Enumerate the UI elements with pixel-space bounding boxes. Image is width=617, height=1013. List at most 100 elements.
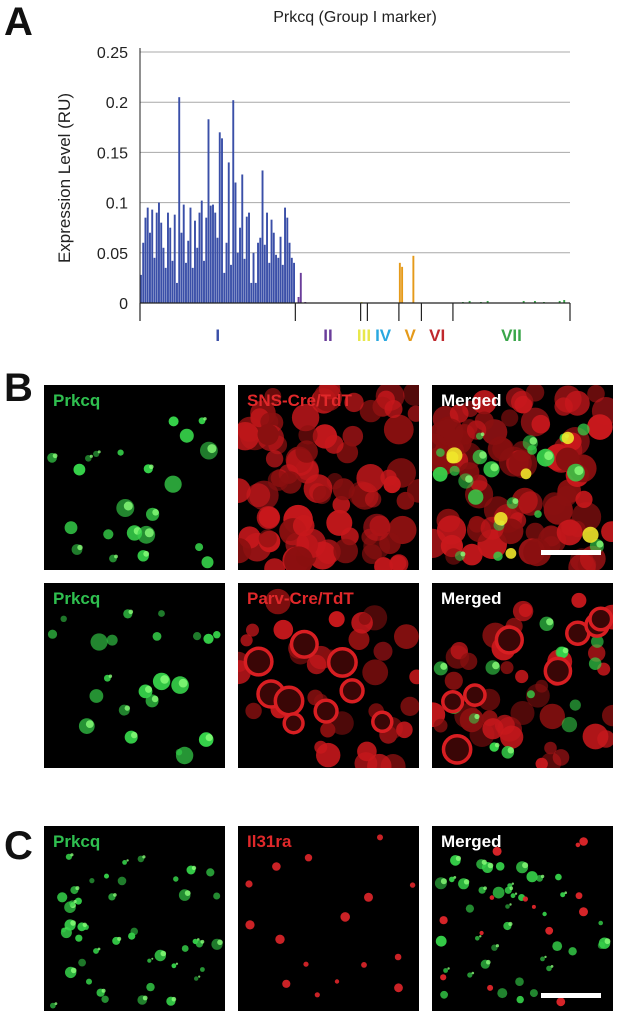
green-cell bbox=[540, 956, 545, 962]
red-dot bbox=[377, 834, 383, 841]
image-c-merged: Merged bbox=[432, 826, 613, 1011]
red-cell bbox=[409, 669, 419, 685]
green-cell bbox=[173, 876, 179, 882]
red-dot bbox=[545, 926, 554, 935]
red-dot bbox=[575, 842, 581, 848]
red-cell bbox=[314, 740, 328, 754]
red-cell bbox=[601, 521, 613, 542]
green-cell bbox=[544, 955, 547, 959]
green-cell bbox=[463, 879, 470, 885]
bar bbox=[277, 257, 280, 303]
green-cell bbox=[591, 635, 604, 648]
green-cell bbox=[207, 444, 217, 454]
bar bbox=[290, 257, 293, 303]
green-cell bbox=[149, 464, 154, 470]
y-tick-label: 0.05 bbox=[97, 246, 128, 263]
green-cell bbox=[124, 705, 130, 711]
red-cell bbox=[535, 757, 548, 768]
bar bbox=[522, 300, 525, 303]
green-cell bbox=[213, 892, 221, 900]
green-cell bbox=[206, 868, 215, 877]
bar bbox=[239, 227, 241, 303]
bar bbox=[412, 255, 415, 303]
green-cell bbox=[171, 996, 177, 1002]
green-cell bbox=[542, 911, 547, 917]
panel-c-label: C bbox=[4, 824, 33, 868]
red-cell bbox=[320, 722, 336, 738]
group-label: IV bbox=[375, 326, 392, 345]
red-dot bbox=[579, 837, 588, 846]
red-dot bbox=[409, 882, 416, 888]
bar bbox=[243, 258, 246, 303]
bar bbox=[563, 299, 566, 303]
red-cell bbox=[518, 603, 533, 617]
green-cell bbox=[85, 720, 94, 728]
group-label: V bbox=[405, 326, 417, 345]
bar bbox=[142, 242, 145, 303]
bar bbox=[263, 244, 266, 303]
bar bbox=[468, 300, 471, 303]
green-cell bbox=[184, 890, 191, 896]
green-cell bbox=[70, 920, 76, 926]
green-cell bbox=[588, 657, 602, 670]
red-cell bbox=[240, 634, 253, 647]
bar bbox=[176, 282, 178, 303]
red-cell bbox=[514, 395, 533, 414]
bar bbox=[486, 300, 489, 303]
red-cell bbox=[588, 644, 606, 662]
red-cell bbox=[246, 483, 271, 508]
red-dot bbox=[575, 892, 583, 900]
yellow-cell bbox=[494, 512, 508, 526]
green-cell bbox=[54, 1002, 58, 1005]
green-cell bbox=[128, 932, 136, 940]
bar bbox=[279, 236, 282, 303]
red-dot bbox=[556, 997, 566, 1007]
red-dot bbox=[303, 961, 309, 967]
bar bbox=[272, 232, 275, 303]
red-cell bbox=[482, 718, 504, 740]
green-cell bbox=[175, 746, 194, 765]
bar bbox=[275, 254, 277, 303]
red-dot bbox=[245, 880, 253, 888]
bar bbox=[155, 212, 158, 303]
green-cell bbox=[142, 995, 148, 1001]
scale-bar bbox=[541, 550, 601, 555]
green-cell bbox=[596, 540, 604, 548]
bar bbox=[241, 174, 244, 303]
bar bbox=[214, 212, 217, 303]
image-label: Merged bbox=[441, 589, 502, 608]
green-cell bbox=[103, 529, 114, 540]
green-cell bbox=[106, 634, 118, 646]
bar bbox=[533, 300, 536, 303]
red-cell bbox=[265, 588, 291, 615]
bar bbox=[221, 138, 223, 303]
green-cell bbox=[436, 448, 445, 457]
red-cell bbox=[510, 701, 535, 725]
red-ring-cell bbox=[313, 698, 339, 724]
green-cell bbox=[440, 990, 448, 999]
green-cell bbox=[495, 862, 505, 871]
image-c-il31ra: Il31ra bbox=[238, 826, 419, 1011]
bar bbox=[149, 232, 151, 303]
bar bbox=[162, 247, 165, 303]
bar bbox=[180, 232, 183, 303]
red-cell bbox=[518, 491, 543, 516]
expression-bar-chart: Prkcq (Group I marker) 0 0.05 0.1 0.15 0.2 0.… bbox=[55, 9, 571, 345]
green-cell bbox=[143, 550, 150, 557]
red-cell bbox=[324, 434, 344, 454]
red-cell bbox=[332, 496, 351, 514]
red-cell bbox=[472, 390, 497, 415]
red-dot bbox=[394, 983, 403, 993]
bar bbox=[299, 272, 302, 303]
green-cell bbox=[126, 859, 129, 862]
green-cell bbox=[522, 862, 529, 869]
red-cell bbox=[383, 414, 414, 445]
red-cell bbox=[318, 385, 341, 400]
bar bbox=[259, 237, 262, 303]
bar bbox=[223, 272, 226, 303]
red-cell bbox=[531, 414, 551, 434]
y-tick-label: 0 bbox=[119, 296, 128, 313]
bar bbox=[230, 264, 232, 303]
green-cell bbox=[75, 886, 80, 891]
green-cell bbox=[82, 922, 87, 927]
